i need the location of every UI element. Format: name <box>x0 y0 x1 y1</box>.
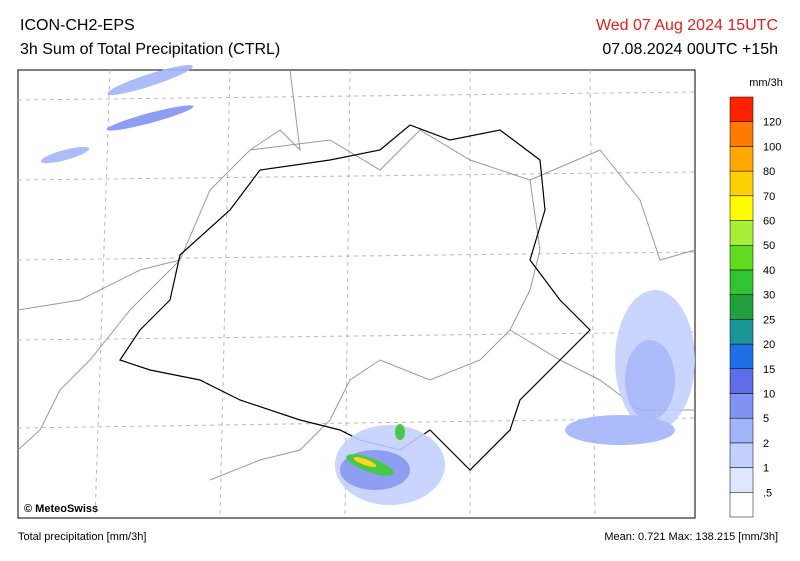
colorbar-box <box>729 417 754 444</box>
colorbar-label: 80 <box>763 166 775 178</box>
colorbar-box <box>729 244 754 271</box>
colorbar-label: 60 <box>763 216 775 228</box>
colorbar-box <box>729 467 754 493</box>
colorbar-label: 1 <box>763 463 769 475</box>
map: © MeteoSwiss <box>17 64 696 519</box>
colorbar-box <box>729 393 754 419</box>
legend-unit: mm/3h <box>749 77 783 89</box>
footer-variable: Total precipitation [mm/3h] <box>18 531 146 543</box>
colorbar-label: 25 <box>763 314 775 326</box>
colorbar-label: 15 <box>763 364 775 376</box>
colorbar-label: 20 <box>763 339 775 351</box>
swiss-border <box>119 124 591 471</box>
model-title: ICON-CH2-EPS <box>20 17 135 34</box>
colorbar-box <box>729 195 754 221</box>
product-title: 3h Sum of Total Precipitation (CTRL) <box>20 41 280 58</box>
colorbar-box <box>729 368 754 394</box>
colorbar-box <box>729 96 754 122</box>
colorbar-box <box>729 294 754 320</box>
colorbar-box <box>729 269 754 295</box>
graticule <box>17 69 696 519</box>
colorbar-label: 70 <box>763 191 775 203</box>
colorbar-label: 2 <box>763 438 769 450</box>
colorbar-label: .5 <box>763 487 772 499</box>
colorbar-label: 5 <box>763 413 769 425</box>
colorbar-label: 30 <box>763 290 775 302</box>
valid-time: Wed 07 Aug 2024 15UTC <box>596 17 778 34</box>
colorbar-box <box>729 492 754 518</box>
colorbar-box <box>729 442 754 468</box>
colorbar-label: 40 <box>763 265 775 277</box>
colorbar-label: 120 <box>763 117 781 129</box>
colorbar-box <box>729 170 754 197</box>
copyright: © MeteoSwiss <box>24 503 98 515</box>
colorbar-label: 100 <box>763 141 781 153</box>
run-time: 07.08.2024 00UTC +15h <box>602 41 778 58</box>
colorbar-label: 50 <box>763 240 775 252</box>
colorbar-box <box>729 121 754 147</box>
colorbar-box <box>729 146 754 172</box>
colorbar-box <box>729 220 754 246</box>
footer-stats: Mean: 0.721 Max: 138.215 [mm/3h] <box>604 531 778 543</box>
colorbar-box <box>729 343 754 370</box>
colorbar-box <box>729 319 754 345</box>
colorbar-label: 10 <box>763 388 775 400</box>
precipitation <box>40 64 695 505</box>
